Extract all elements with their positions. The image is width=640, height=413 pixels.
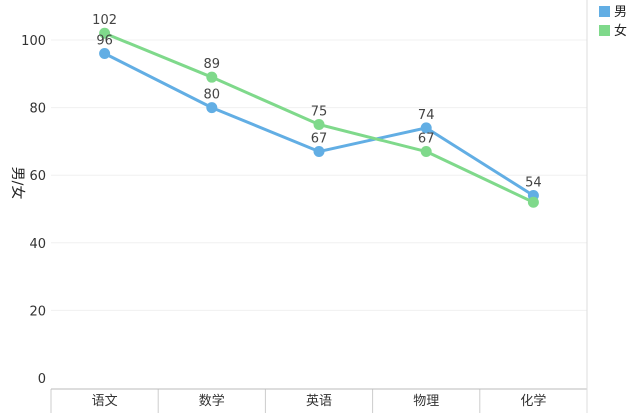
data-label: 80 [204,88,221,103]
y-tick-label: 20 [29,304,46,319]
y-tick-label: 0 [38,372,46,387]
data-point [99,27,111,39]
axes [51,0,588,413]
y-axis-title: 男/女 [9,167,26,200]
legend-swatch [599,25,610,36]
data-label: 67 [418,132,435,147]
y-tick-label: 60 [29,169,46,184]
data-label: 89 [204,57,221,72]
data-point [420,146,432,158]
legend-label: 女 [614,23,627,39]
data-labels-layer: 96 80 67 74 54 102 89 75 67 [92,13,541,190]
x-tick-label: 物理 [413,394,439,409]
data-point [99,48,111,60]
x-tick-label: 英语 [306,394,332,409]
x-tick-label: 语文 [92,394,118,409]
data-label: 74 [418,108,435,123]
data-point [206,102,218,114]
data-label: 54 [525,175,542,190]
data-point [313,119,325,130]
y-tick-labels: 0 20 40 60 80 100 [21,34,46,387]
y-tick-label: 100 [21,34,46,49]
legend-swatch [599,6,610,17]
data-label: 96 [96,34,113,49]
data-point [206,71,218,83]
y-tick-label: 40 [29,237,46,252]
x-tick-label: 数学 [199,393,225,409]
data-label: 75 [311,105,328,120]
data-point [313,146,325,158]
data-point [420,122,432,134]
grid-lines [50,39,588,413]
data-label: 67 [311,132,328,147]
y-tick-label: 80 [29,102,46,117]
x-tick-label: 化学 [520,393,546,409]
series-layer [99,27,539,208]
legend[interactable]: 男女 [599,5,627,39]
x-tick-labels: 语文 数学 英语 物理 化学 [92,393,547,409]
legend-label: 男 [614,5,627,20]
data-point [527,196,539,208]
data-label: 102 [92,13,117,28]
